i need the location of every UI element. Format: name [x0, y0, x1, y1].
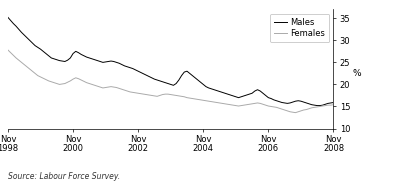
Males	[315, 105, 320, 107]
Males	[209, 88, 214, 90]
Males	[309, 104, 314, 106]
Males	[6, 16, 10, 19]
Females	[38, 76, 43, 78]
Females	[331, 104, 336, 106]
Males	[225, 93, 230, 95]
Text: Source: Labour Force Survey.: Source: Labour Force Survey.	[8, 172, 120, 181]
Males	[81, 55, 86, 57]
Females	[293, 112, 298, 114]
Line: Males: Males	[8, 17, 333, 106]
Females	[6, 49, 10, 51]
Females	[81, 80, 86, 82]
Legend: Males, Females: Males, Females	[270, 14, 330, 43]
Males	[144, 74, 148, 76]
Males	[331, 101, 336, 104]
Females	[144, 93, 148, 96]
Males	[38, 48, 43, 50]
Line: Females: Females	[8, 50, 333, 113]
Females	[209, 101, 214, 103]
Y-axis label: %: %	[353, 69, 362, 78]
Females	[312, 106, 317, 108]
Females	[225, 103, 230, 105]
